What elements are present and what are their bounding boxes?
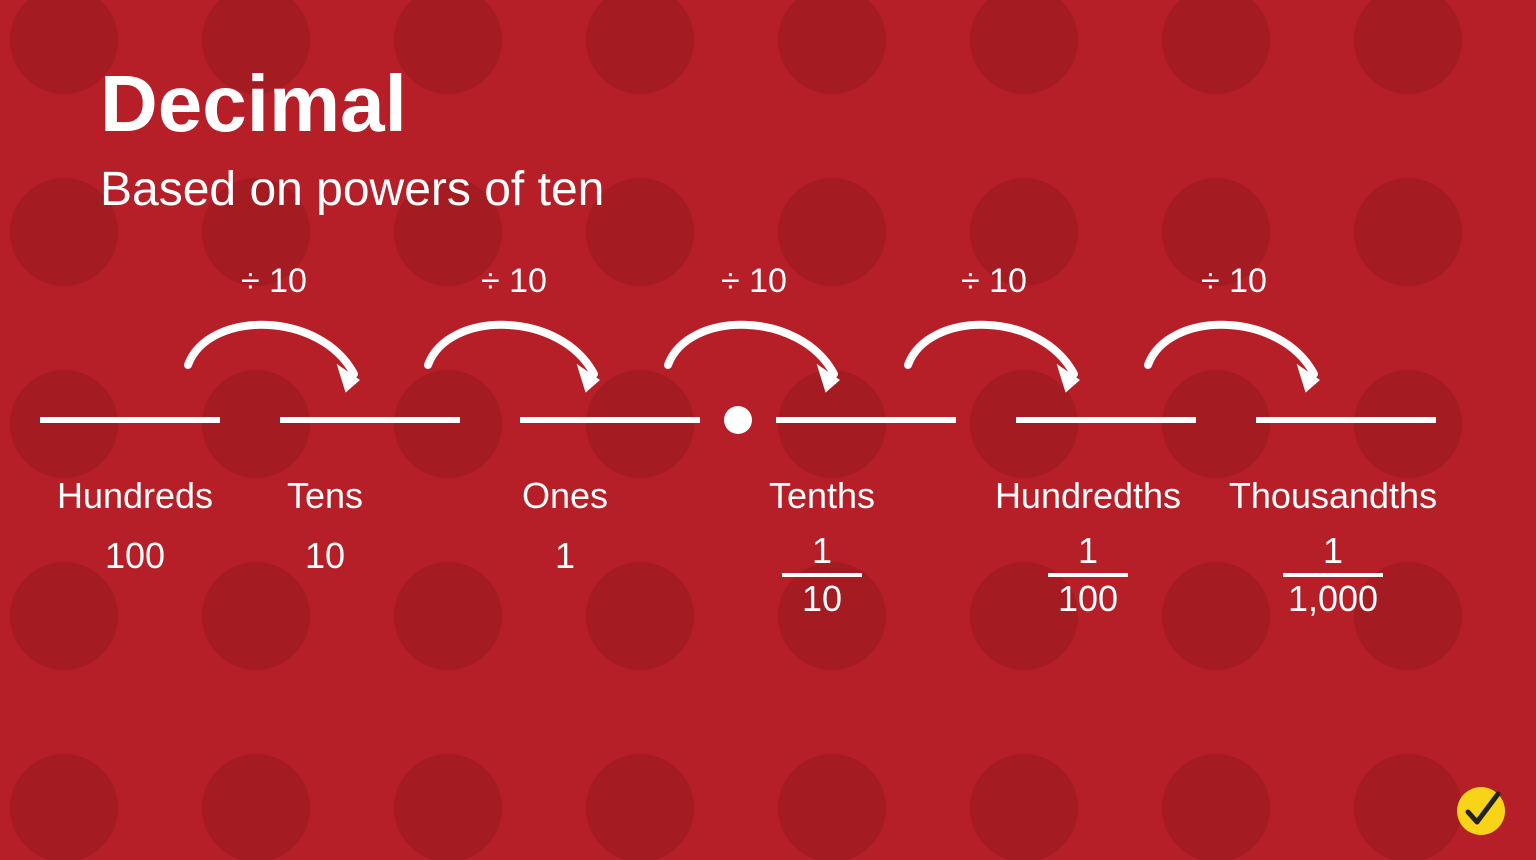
divide-arrow <box>0 0 1536 860</box>
divide-label: ÷ 10 <box>1174 262 1294 301</box>
slide-content: Decimal Based on powers of ten Hundreds1… <box>0 0 1536 860</box>
brand-logo-icon <box>1454 784 1508 838</box>
